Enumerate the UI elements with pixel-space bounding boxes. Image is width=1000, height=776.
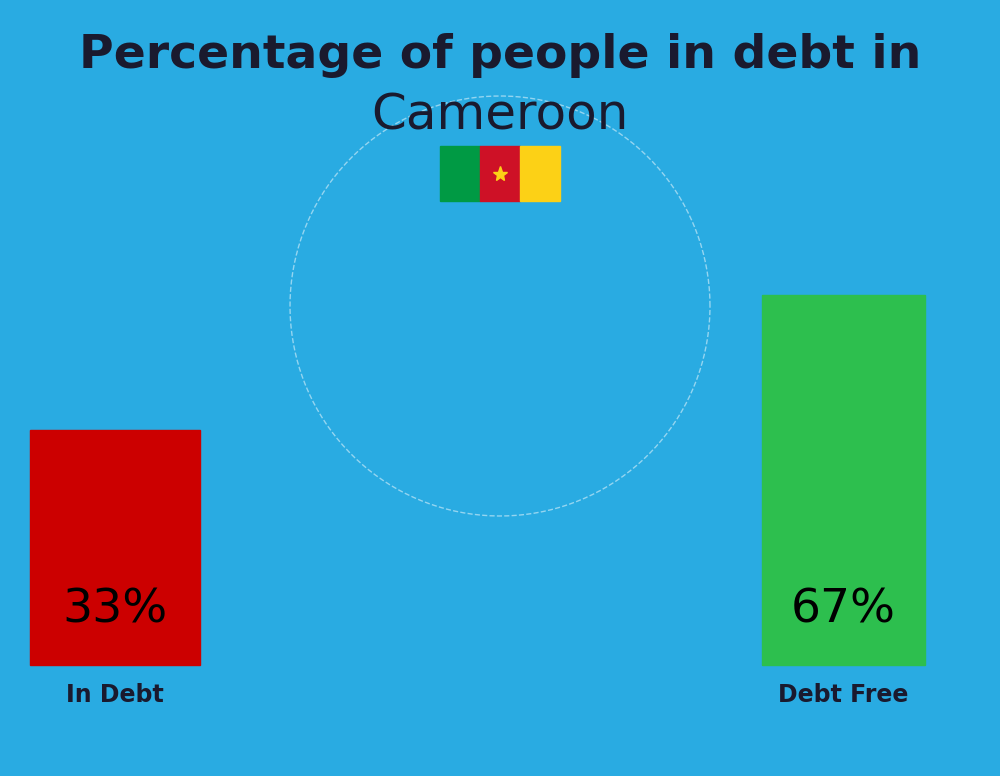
Bar bbox=[520, 146, 560, 201]
Text: Percentage of people in debt in: Percentage of people in debt in bbox=[79, 33, 921, 78]
Text: Cameroon: Cameroon bbox=[371, 92, 629, 140]
Text: Debt Free: Debt Free bbox=[778, 683, 909, 707]
Bar bbox=[440, 146, 480, 201]
Text: In Debt: In Debt bbox=[66, 683, 164, 707]
Bar bbox=[30, 430, 200, 665]
Bar bbox=[480, 146, 520, 201]
Bar bbox=[762, 295, 925, 665]
Text: 67%: 67% bbox=[791, 587, 896, 632]
Text: 33%: 33% bbox=[62, 587, 168, 632]
